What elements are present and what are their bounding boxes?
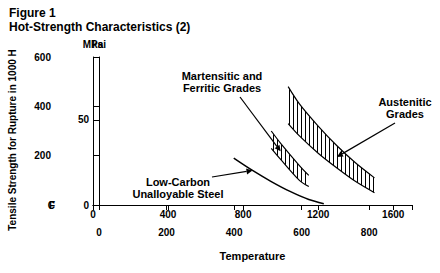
svg-text:Martensitic and: Martensitic and xyxy=(182,70,263,82)
svg-text:400: 400 xyxy=(34,101,51,112)
svg-text:Low-Carbon: Low-Carbon xyxy=(146,176,210,188)
svg-text:Ferritic Grades: Ferritic Grades xyxy=(183,82,261,94)
svg-text:Grades: Grades xyxy=(386,108,424,120)
svg-text:Temperature: Temperature xyxy=(220,250,286,262)
svg-text:200: 200 xyxy=(34,150,51,161)
svg-text:50: 50 xyxy=(78,114,90,125)
svg-text:Austenitic: Austenitic xyxy=(378,96,431,108)
svg-text:ksi: ksi xyxy=(92,39,106,50)
svg-text:800: 800 xyxy=(361,227,378,238)
svg-text:C: C xyxy=(48,200,55,211)
svg-text:800: 800 xyxy=(235,209,252,220)
svg-text:400: 400 xyxy=(226,227,243,238)
svg-text:Figure 1: Figure 1 xyxy=(9,6,56,20)
svg-text:600: 600 xyxy=(293,227,310,238)
svg-text:0: 0 xyxy=(90,209,96,220)
svg-text:1200: 1200 xyxy=(307,209,330,220)
svg-text:200: 200 xyxy=(158,227,175,238)
svg-text:600: 600 xyxy=(34,52,51,63)
svg-text:Hot-Strength Characteristics (: Hot-Strength Characteristics (2) xyxy=(9,20,190,34)
svg-text:Unalloyable Steel: Unalloyable Steel xyxy=(132,188,223,200)
svg-text:Tensile Strength for Rupture i: Tensile Strength for Rupture in 1000 H xyxy=(7,49,18,231)
svg-text:0: 0 xyxy=(96,227,102,238)
svg-text:400: 400 xyxy=(160,209,177,220)
svg-text:0: 0 xyxy=(83,200,89,211)
svg-text:1600: 1600 xyxy=(382,209,405,220)
